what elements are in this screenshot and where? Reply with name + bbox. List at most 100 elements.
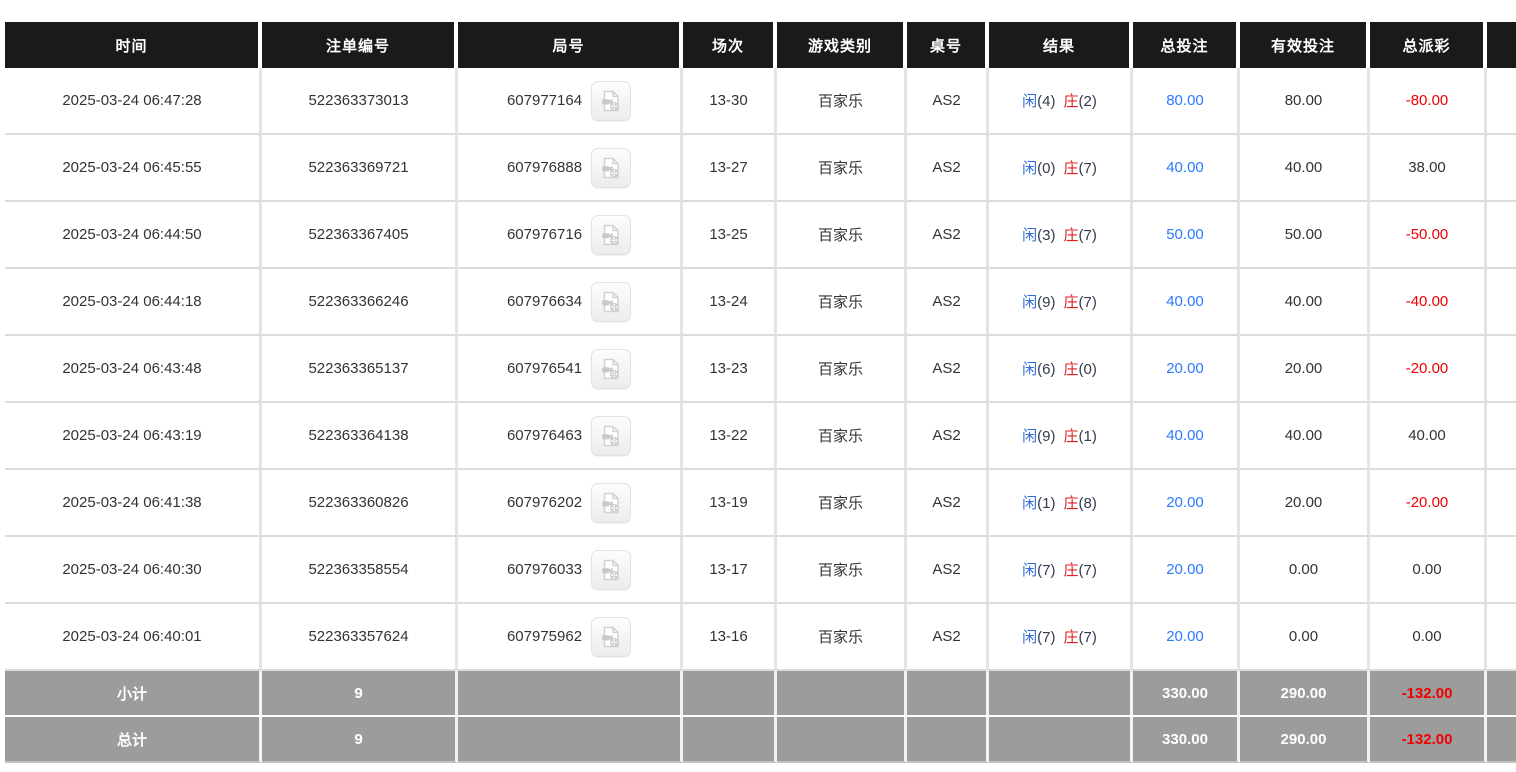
banker-points: (7) <box>1078 227 1097 244</box>
column-header: 总派彩 <box>1370 22 1487 68</box>
round-cell: 607976202 <box>458 470 683 537</box>
player-result: 闲(9) <box>1022 428 1055 445</box>
round-id: 607976888 <box>506 159 583 176</box>
bet-id-cell: 522363367405 <box>262 202 458 269</box>
extra-cell <box>1487 135 1516 202</box>
player-result: 闲(9) <box>1022 294 1055 311</box>
round-id: 607976541 <box>506 360 583 377</box>
table-row: 2025-03-24 06:44:50 522363367405 6079767… <box>5 202 1516 269</box>
bet-history-table-wrap: 时间 注单编号 局号 场次 游戏类别 桌号 结果 总投注 有效投注 <box>5 22 1516 763</box>
summary-count-cell: 9 <box>262 671 458 717</box>
column-header: 桌号 <box>907 22 989 68</box>
player-label: 闲 <box>1022 495 1038 512</box>
video-replay-button[interactable] <box>591 348 632 389</box>
payout-cell: -20.00 <box>1370 470 1487 537</box>
video-replay-button[interactable] <box>591 415 632 456</box>
round-id: 607976634 <box>506 293 583 310</box>
payout-cell: -80.00 <box>1370 68 1487 135</box>
banker-result: 庄(8) <box>1064 495 1097 512</box>
extra-cell <box>1487 68 1516 135</box>
valid-bet-cell: 80.00 <box>1240 68 1370 135</box>
summary-row: 总计 9 330.00 290.00 -132.00 <box>5 717 1516 763</box>
player-label: 闲 <box>1022 160 1038 177</box>
banker-label: 庄 <box>1063 361 1079 378</box>
video-file-icon <box>602 90 619 111</box>
banker-points: (2) <box>1078 93 1097 110</box>
video-replay-button[interactable] <box>591 80 632 121</box>
time-cell: 2025-03-24 06:43:19 <box>5 403 262 470</box>
table-row: 2025-03-24 06:40:30 522363358554 6079760… <box>5 537 1516 604</box>
video-replay-button[interactable] <box>591 482 632 523</box>
round-id: 607976716 <box>506 226 583 243</box>
bet-id-cell: 522363364138 <box>262 403 458 470</box>
summary-empty-cell <box>458 671 683 717</box>
banker-label: 庄 <box>1063 294 1079 311</box>
banker-label: 庄 <box>1063 562 1079 579</box>
round-cell: 607976716 <box>458 202 683 269</box>
summary-empty-cell <box>777 717 907 763</box>
payout-cell: -40.00 <box>1370 269 1487 336</box>
result-cell: 闲(0) 庄(7) <box>989 135 1133 202</box>
payout-cell: 0.00 <box>1370 537 1487 604</box>
payout-cell: -50.00 <box>1370 202 1487 269</box>
player-points: (3) <box>1037 227 1056 244</box>
column-header: 局号 <box>458 22 683 68</box>
video-file-icon <box>602 157 619 178</box>
extra-cell <box>1487 403 1516 470</box>
game-type-cell: 百家乐 <box>777 336 907 403</box>
bet-id-cell: 522363369721 <box>262 135 458 202</box>
player-points: (4) <box>1037 93 1056 110</box>
total-bet-cell: 40.00 <box>1133 135 1240 202</box>
valid-bet-cell: 40.00 <box>1240 269 1370 336</box>
video-replay-button[interactable] <box>591 147 632 188</box>
total-bet-cell: 50.00 <box>1133 202 1240 269</box>
column-header: 有效投注 <box>1240 22 1370 68</box>
round-cell: 607977164 <box>458 68 683 135</box>
time-cell: 2025-03-24 06:40:01 <box>5 604 262 671</box>
round-id: 607976463 <box>506 427 583 444</box>
summary-payout-cell: -132.00 <box>1370 717 1487 763</box>
table-no-cell: AS2 <box>907 269 989 336</box>
table-no-cell: AS2 <box>907 604 989 671</box>
banker-label: 庄 <box>1063 93 1079 110</box>
summary-empty-cell <box>683 671 777 717</box>
bet-id-cell: 522363358554 <box>262 537 458 604</box>
video-replay-button[interactable] <box>591 549 632 590</box>
time-cell: 2025-03-24 06:43:48 <box>5 336 262 403</box>
video-replay-button[interactable] <box>591 281 632 322</box>
banker-points: (7) <box>1078 160 1097 177</box>
summary-row: 小计 9 330.00 290.00 -132.00 <box>5 671 1516 717</box>
extra-cell <box>1487 336 1516 403</box>
session-cell: 13-25 <box>683 202 777 269</box>
video-file-icon <box>602 224 619 245</box>
summary-payout-cell: -132.00 <box>1370 671 1487 717</box>
round-id: 607975962 <box>506 628 583 645</box>
session-cell: 13-16 <box>683 604 777 671</box>
table-row: 2025-03-24 06:47:28 522363373013 6079771… <box>5 68 1516 135</box>
payout-cell: 38.00 <box>1370 135 1487 202</box>
video-replay-button[interactable] <box>591 214 632 255</box>
total-bet-cell: 80.00 <box>1133 68 1240 135</box>
game-type-cell: 百家乐 <box>777 403 907 470</box>
session-cell: 13-27 <box>683 135 777 202</box>
result-cell: 闲(1) 庄(8) <box>989 470 1133 537</box>
extra-cell <box>1487 537 1516 604</box>
extra-cell <box>1487 470 1516 537</box>
total-bet-cell: 20.00 <box>1133 537 1240 604</box>
game-type-cell: 百家乐 <box>777 135 907 202</box>
video-replay-button[interactable] <box>591 616 632 657</box>
round-cell: 607975962 <box>458 604 683 671</box>
video-file-icon <box>602 559 619 580</box>
summary-empty-cell <box>989 671 1133 717</box>
extra-cell <box>1487 604 1516 671</box>
banker-result: 庄(7) <box>1064 160 1097 177</box>
player-result: 闲(6) <box>1022 361 1055 378</box>
banker-points: (7) <box>1078 294 1097 311</box>
video-file-icon <box>602 492 619 513</box>
banker-points: (7) <box>1078 629 1097 646</box>
banker-result: 庄(7) <box>1064 629 1097 646</box>
valid-bet-cell: 20.00 <box>1240 336 1370 403</box>
player-points: (1) <box>1037 495 1056 512</box>
summary-total-bet-cell: 330.00 <box>1133 671 1240 717</box>
session-cell: 13-19 <box>683 470 777 537</box>
